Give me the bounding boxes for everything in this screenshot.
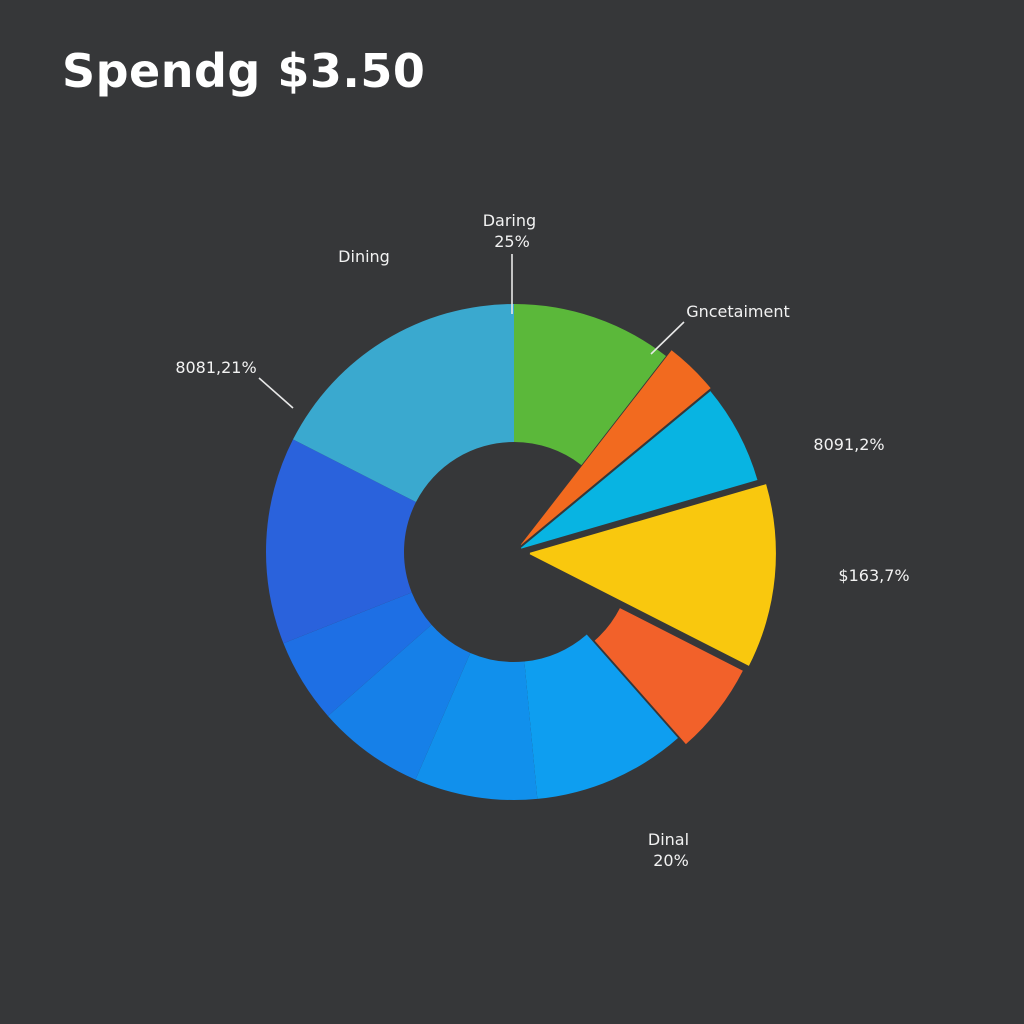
annotation-dining: Dining [338, 247, 390, 266]
donut-slice-3 [520, 391, 758, 549]
donut-slice-11 [293, 304, 514, 503]
donut-slice-4 [529, 484, 776, 666]
chart-title: Spendg $3.50 [62, 44, 426, 98]
leader-lines [258, 254, 685, 409]
donut-slice-7 [415, 652, 538, 800]
donut-slice-1 [514, 304, 667, 466]
annotation-gncetaiment: Gncetaiment [686, 302, 790, 321]
donut-slices [266, 304, 776, 800]
donut-slice-2 [520, 350, 711, 545]
donut-slice-10 [266, 439, 416, 644]
leader-line-8081 [258, 377, 294, 409]
donut-slice-6 [524, 634, 679, 799]
annotation-8091: 8091,2% [813, 435, 884, 454]
annotation-163: $163,7% [838, 566, 909, 585]
leader-line-gncetaiment [650, 321, 685, 355]
donut-slice-9 [283, 592, 432, 717]
annotation-daring: Daring 25% [483, 211, 542, 251]
annotation-8081: 8081,21% [175, 358, 256, 377]
slice-labels: Daring 25% Dining Gncetaiment 8081,21% 8… [175, 211, 909, 870]
donut-slice-8 [327, 624, 471, 780]
annotation-dinal: Dinal 20% [648, 830, 694, 870]
donut-slice-5 [594, 608, 743, 745]
